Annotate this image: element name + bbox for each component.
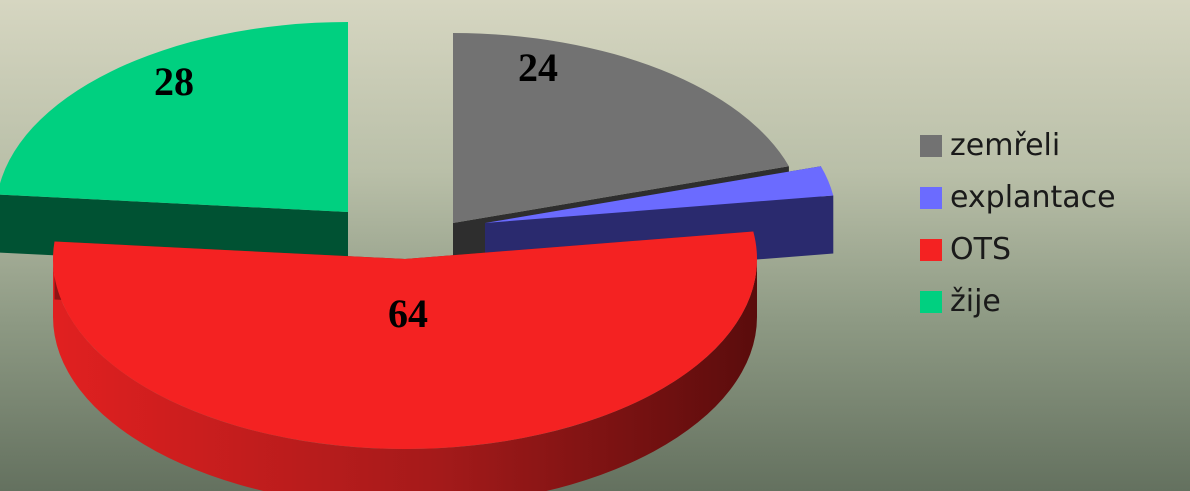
data-label-2: 64 — [388, 291, 428, 336]
legend-swatch-2 — [920, 239, 942, 261]
pie-slice-top-0 — [453, 33, 789, 223]
pie-slice-top-1 — [485, 166, 834, 223]
legend-label-0: zemřeli — [950, 128, 1061, 163]
legend-swatch-1 — [920, 187, 942, 209]
chart-legend: zemřeli explantace OTS žije — [920, 128, 1180, 336]
legend-item-3: žije — [920, 284, 1180, 320]
pie-slice-top-3 — [0, 22, 348, 212]
legend-item-2: OTS — [920, 232, 1180, 268]
legend-swatch-3 — [920, 291, 942, 313]
legend-label-2: OTS — [950, 232, 1011, 267]
legend-label-1: explantace — [950, 180, 1116, 215]
pie-slice-2 — [52, 231, 758, 491]
legend-item-0: zemřeli — [920, 128, 1180, 164]
pie-slice-top-2 — [52, 231, 758, 450]
data-label-0: 24 — [518, 45, 558, 90]
data-label-3: 28 — [154, 59, 194, 104]
legend-swatch-0 — [920, 135, 942, 157]
legend-label-3: žije — [950, 284, 1001, 319]
legend-item-1: explantace — [920, 180, 1180, 216]
pie-slice-side-2 — [53, 259, 757, 491]
